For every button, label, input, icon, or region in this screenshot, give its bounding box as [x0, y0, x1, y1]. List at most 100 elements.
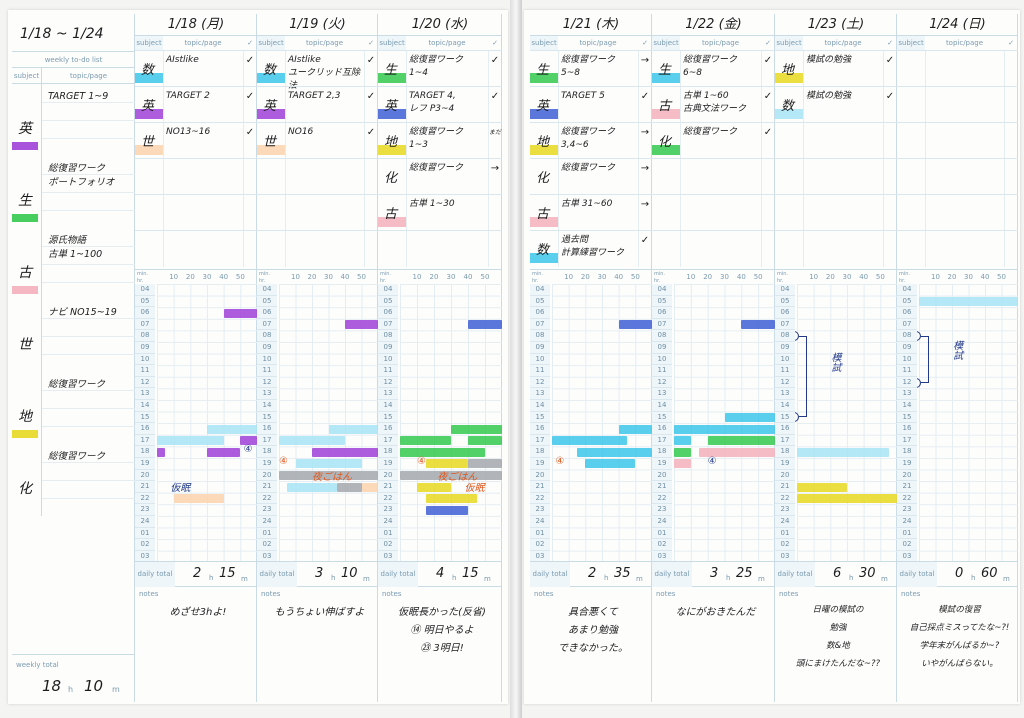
study-block [400, 470, 502, 480]
divider [558, 123, 559, 159]
note-line: 仮眠長かった(反省) [398, 607, 486, 619]
hour-label: 24 [135, 516, 155, 528]
todo-check[interactable]: ✓ [763, 55, 773, 66]
todo-check[interactable]: ✓ [490, 55, 500, 66]
study-block [425, 459, 468, 469]
divider [1004, 123, 1005, 159]
divider [285, 195, 286, 231]
subject-color-swatch [12, 214, 38, 222]
todo-check[interactable]: ✓ [366, 55, 376, 66]
todo-subject: 生 [384, 63, 398, 78]
hour-label: 16 [775, 423, 795, 435]
todo-check[interactable]: → [640, 127, 650, 138]
notes-box: notes なにがおきたんだ [652, 587, 775, 702]
divider [243, 87, 244, 123]
todo-check[interactable]: まだ [489, 129, 502, 136]
minute-tick: 30 [720, 273, 729, 281]
study-block [468, 436, 502, 446]
hour-label: 14 [897, 400, 917, 412]
day-date: 1/19 (火) [257, 14, 378, 36]
todo-check[interactable]: ✓ [366, 91, 376, 102]
hour-label: 19 [897, 458, 917, 470]
todo-check[interactable]: ✓ [245, 91, 255, 102]
hour-label: 15 [530, 411, 550, 424]
week-range: 1/18 ~ 1/24 [12, 14, 135, 52]
daily-total-hours: 3 [315, 566, 324, 582]
minute-tick: 50 [235, 273, 245, 281]
daily-total-minutes: 30 [859, 566, 876, 582]
subject-color-swatch [378, 109, 406, 119]
todo-check[interactable]: ✓ [366, 127, 376, 138]
todo-check[interactable]: ✓ [640, 235, 650, 246]
hour-label: 15 [135, 411, 155, 424]
todo-check[interactable]: → [640, 163, 650, 174]
todo-check[interactable]: → [490, 163, 500, 174]
hour-label: 02 [378, 539, 398, 551]
study-block [468, 320, 502, 330]
todo-item: 英 TARGET 5 ✓ [530, 86, 652, 123]
todo-check[interactable]: ✓ [763, 91, 773, 102]
hour-label: 12 [652, 376, 672, 389]
row-rule [42, 498, 135, 499]
minute-tick: 50 [997, 273, 1006, 281]
todo-subject: 世 [263, 135, 277, 150]
daily-total-minutes: 15 [219, 566, 236, 582]
bracket-line [799, 336, 807, 418]
todo-check[interactable]: → [640, 199, 650, 210]
hour-label: 23 [897, 504, 917, 516]
hour-label: 22 [775, 492, 795, 505]
subject-color-swatch [530, 253, 558, 263]
hour-label: 07 [378, 318, 398, 331]
hour-label: 04 [257, 284, 277, 296]
notes-label: notes [261, 590, 281, 599]
divider [925, 87, 926, 123]
study-block [425, 505, 468, 515]
min-label: min. [654, 271, 666, 277]
todo-topic: NO16 [288, 127, 314, 137]
todo-topic: 総復習ワーク 1~4 [409, 55, 464, 78]
study-block [207, 447, 241, 457]
todo-row [775, 158, 897, 195]
todo-check[interactable]: ✓ [885, 91, 895, 102]
notebook-binding [510, 0, 522, 718]
divider [243, 231, 244, 267]
hour-label: 07 [257, 318, 277, 331]
hour-label: 18 [530, 446, 550, 458]
topic-header: topic/page [42, 68, 135, 84]
hour-label: 17 [897, 434, 917, 447]
todo-check[interactable]: ✓ [490, 91, 500, 102]
divider [406, 159, 407, 195]
todo-check[interactable]: → [640, 55, 650, 66]
weekly-total-h-unit: h [68, 685, 74, 694]
note-line: ㉓ 3明日! [420, 643, 464, 655]
todo-item: 地総復習ワーク 3,4~6 → [530, 122, 652, 159]
todo-check[interactable]: ✓ [885, 55, 895, 66]
subject-color-swatch [652, 73, 680, 83]
todo-row [135, 230, 257, 267]
daily-total-hours: 2 [588, 566, 597, 582]
todo-row [652, 230, 775, 267]
hour-label: 23 [135, 504, 155, 516]
topic-header: topic/page [428, 39, 466, 47]
note-line: もうちょい伸ばすよ [274, 607, 365, 619]
divider [163, 231, 164, 267]
daily-total-m-unit: m [241, 575, 248, 584]
divider [803, 231, 804, 267]
hour-label: 01 [775, 527, 795, 540]
todo-topic: AIstlike [166, 55, 199, 65]
todo-check[interactable]: ✓ [640, 91, 650, 102]
min-label: min. [532, 271, 544, 277]
subject-cell [12, 228, 42, 300]
todo-check[interactable]: ✓ [245, 55, 255, 66]
divider [488, 123, 489, 159]
todo-check[interactable]: ✓ [245, 127, 255, 138]
hour-label: 23 [257, 504, 277, 516]
subject-header: subject [897, 36, 925, 50]
minute-tick: 10 [412, 273, 422, 281]
divider [364, 123, 365, 159]
note-line: いやがんばらない。 [921, 659, 998, 670]
todo-item: 英 TARGET 2 ✓ [135, 86, 257, 123]
todo-subject: 地 [536, 135, 550, 150]
divider [558, 87, 559, 123]
todo-check[interactable]: ✓ [763, 127, 773, 138]
